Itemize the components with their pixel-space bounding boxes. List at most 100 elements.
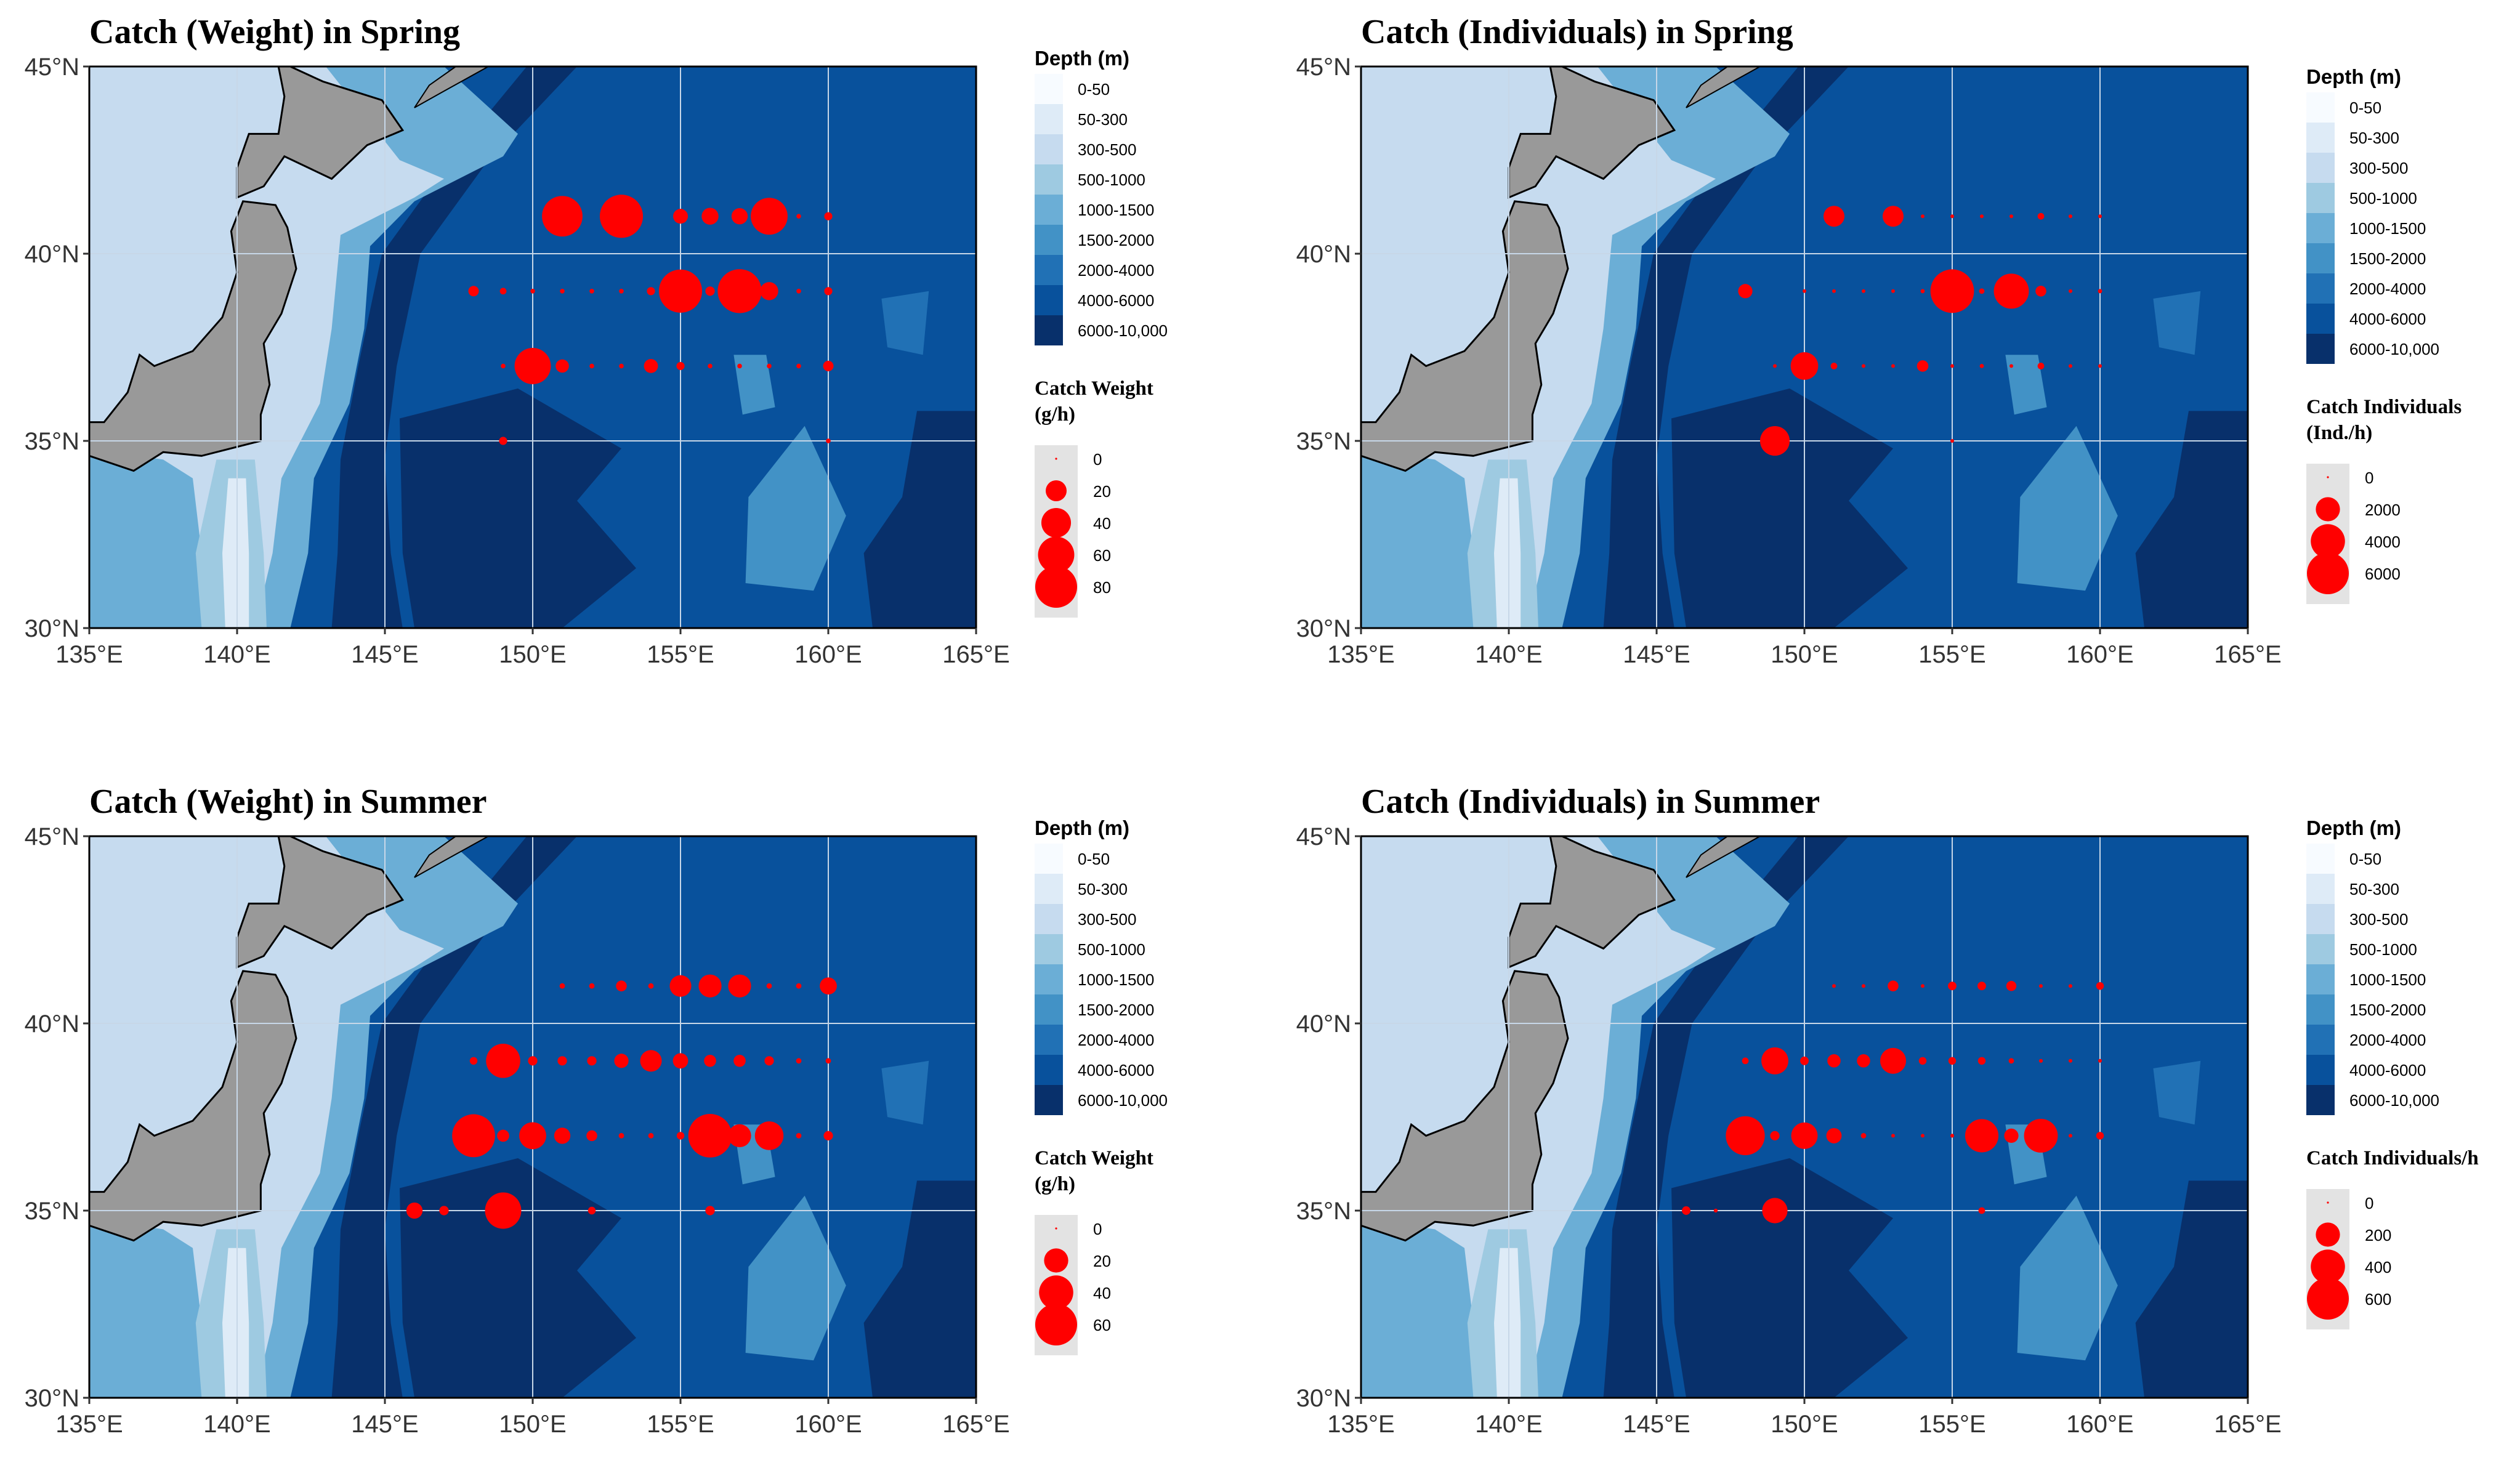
y-tick-label: 30°N	[25, 1385, 79, 1412]
depth-legend-label: 6000-10,000	[2349, 340, 2439, 358]
depth-legend-swatch	[1035, 315, 1063, 345]
depth-legend-label: 500-1000	[1078, 171, 1145, 189]
catch-point	[1862, 984, 1865, 988]
catch-legend-label: 0	[1093, 1220, 1102, 1238]
catch-point	[796, 214, 801, 219]
x-tick-label: 150°E	[1771, 641, 1838, 668]
panel-title: Catch (Individuals) in Summer	[1361, 783, 1820, 821]
catch-point	[1830, 363, 1838, 369]
catch-point	[2037, 363, 2045, 369]
catch-point	[2008, 1058, 2014, 1064]
catch-point	[1888, 980, 1899, 991]
depth-legend-label: 1000-1500	[2349, 219, 2426, 238]
catch-point	[672, 209, 689, 224]
catch-point	[1965, 1119, 1999, 1153]
catch-point	[2039, 984, 2043, 988]
depth-legend-swatch	[1035, 134, 1063, 164]
catch-point	[648, 1133, 654, 1139]
catch-point	[1791, 1122, 1818, 1149]
catch-point	[728, 974, 751, 998]
depth-legend-swatch	[1035, 904, 1063, 934]
depth-legend-title: Depth (m)	[2306, 817, 2401, 839]
catch-point	[1790, 352, 1819, 380]
catch-point	[676, 361, 685, 370]
map-weight-spring: 135°E 140°E 145°E 150°E 155°E 160°E 165°E 45°N 4…	[25, 47, 1168, 668]
catch-point	[1891, 289, 1895, 293]
depth-legend-label: 4000-6000	[2349, 1061, 2426, 1079]
catch-point	[2098, 214, 2102, 219]
catch-point	[1860, 1133, 1867, 1139]
catch-legend-symbol	[1041, 507, 1072, 538]
catch-point	[497, 1129, 509, 1142]
catch-point	[1950, 439, 1954, 443]
catch-point	[589, 983, 595, 989]
catch-point	[439, 1206, 449, 1216]
panel-individuals-summer: Catch (Individuals) in Summer 135°E 140°E…	[1272, 770, 2496, 1484]
catch-legend-label: 80	[1093, 578, 1111, 597]
izu-ridge-crest	[1494, 1248, 1521, 1398]
catch-legend-label: 60	[1093, 1316, 1111, 1334]
depth-legend-swatch	[1035, 285, 1063, 315]
catch-point	[1978, 1207, 1985, 1214]
depth-legend-label: 50-300	[2349, 129, 2399, 147]
catch-point	[2004, 1128, 2019, 1143]
continental-shelf	[89, 836, 444, 1398]
catch-legend-symbol	[1035, 1304, 1077, 1345]
depth-legend-swatch	[2306, 153, 2335, 183]
x-tick-label: 155°E	[1918, 1411, 1985, 1438]
land-hokkaido	[1508, 67, 1676, 200]
land-hokkaido	[1508, 836, 1676, 969]
abyssal-basin	[400, 388, 636, 628]
catch-point	[826, 438, 831, 443]
depth-legend-label: 1000-1500	[1078, 201, 1154, 219]
catch-point	[796, 288, 801, 294]
catch-point	[2035, 286, 2046, 297]
depth-legend-swatch	[1035, 195, 1063, 225]
catch-point	[1682, 1206, 1690, 1215]
catch-point	[648, 983, 654, 989]
catch-point	[1950, 1134, 1955, 1138]
panel-title: Catch (Weight) in Summer	[89, 783, 487, 821]
land-kuril	[1686, 836, 1762, 878]
catch-point	[705, 286, 715, 296]
catch-point	[2096, 982, 2104, 990]
catch-legend-label: 0	[1093, 450, 1102, 469]
catch-legend-symbol	[2316, 1222, 2340, 1247]
depth-legend-swatch	[2306, 213, 2335, 243]
catch-point	[452, 1114, 495, 1158]
catch-point	[823, 360, 834, 371]
abyssal-basin-east	[2135, 411, 2248, 628]
depth-legend-title: Depth (m)	[1035, 817, 1129, 839]
depth-legend-label: 1500-2000	[1078, 231, 1154, 249]
x-tick-label: 135°E	[55, 641, 123, 668]
depth-legend-swatch	[1035, 74, 1063, 104]
x-tick-label: 145°E	[1623, 1411, 1690, 1438]
depth-legend-label: 500-1000	[1078, 940, 1145, 959]
catch-point	[1918, 1057, 1927, 1065]
depth-legend-label: 2000-4000	[1078, 1031, 1154, 1049]
catch-point	[705, 1206, 715, 1216]
catch-point	[731, 208, 748, 225]
catch-point	[1921, 1134, 1925, 1138]
catch-point	[698, 974, 722, 998]
catch-legend-symbol	[2311, 524, 2345, 559]
catch-point	[766, 983, 772, 989]
x-tick-label: 160°E	[2066, 1411, 2133, 1438]
seamount-rise	[881, 291, 929, 355]
catch-point	[1738, 284, 1753, 299]
catch-legend-label: 0	[2365, 1194, 2373, 1212]
catch-legend-symbol	[1038, 536, 1075, 573]
catch-legend-symbol	[1046, 480, 1067, 501]
catch-point	[469, 1057, 478, 1065]
catch-point	[542, 196, 583, 237]
catch-legend-label: 20	[1093, 1252, 1111, 1270]
catch-point	[1979, 288, 1985, 294]
depth-legend-label: 1500-2000	[2349, 1001, 2426, 1019]
catch-point	[554, 1127, 571, 1144]
seamount-rise	[2153, 291, 2201, 355]
catch-point	[1773, 364, 1777, 368]
depth-legend-label: 4000-6000	[2349, 310, 2426, 328]
catch-point	[701, 208, 719, 225]
catch-point	[1761, 1047, 1788, 1075]
x-tick-label: 140°E	[1475, 1411, 1542, 1438]
